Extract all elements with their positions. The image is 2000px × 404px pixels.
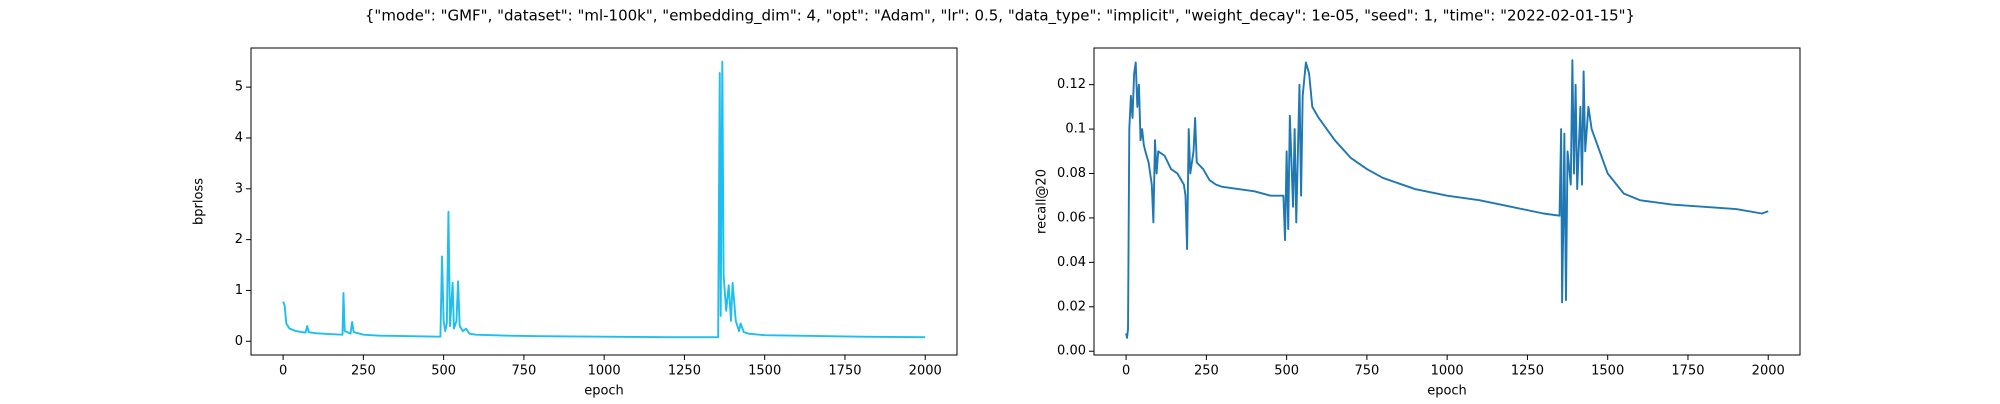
x-axis-label: epoch <box>1427 384 1467 399</box>
x-tick-label: 1000 <box>588 364 621 379</box>
y-tick-label: 0.04 <box>1057 255 1086 270</box>
y-axis-label: recall@20 <box>1035 169 1050 234</box>
x-tick-label: 0 <box>279 364 287 379</box>
figure-title: {"mode": "GMF", "dataset": "ml-100k", "e… <box>365 7 1635 26</box>
x-tick-label: 750 <box>511 364 536 379</box>
x-tick-label: 500 <box>431 364 456 379</box>
y-tick-label: 0.02 <box>1057 299 1086 314</box>
x-tick-label: 500 <box>1274 364 1299 379</box>
x-tick-label: 1750 <box>828 364 861 379</box>
x-tick-label: 250 <box>351 364 376 379</box>
x-tick-label: 1750 <box>1671 364 1704 379</box>
y-tick-label: 0.12 <box>1057 77 1086 92</box>
x-tick-label: 1000 <box>1431 364 1464 379</box>
y-tick-label: 0.08 <box>1057 166 1086 181</box>
x-tick-label: 250 <box>1194 364 1219 379</box>
axes-frame <box>250 47 958 356</box>
x-tick-label: 2000 <box>1752 364 1785 379</box>
y-tick-label: 3 <box>235 181 243 196</box>
data-line <box>1125 59 1769 339</box>
x-tick-label: 1500 <box>748 364 781 379</box>
x-tick-label: 1500 <box>1591 364 1624 379</box>
y-tick-label: 5 <box>235 80 243 95</box>
y-tick-label: 0.1 <box>1065 122 1086 137</box>
y-axis-label: bprloss <box>192 178 207 225</box>
x-axis-label: epoch <box>584 384 624 399</box>
y-tick-label: 0.06 <box>1057 210 1086 225</box>
x-tick-label: 2000 <box>909 364 942 379</box>
x-tick-label: 0 <box>1122 364 1130 379</box>
x-tick-label: 1250 <box>668 364 701 379</box>
axes-frame <box>1093 47 1801 356</box>
y-tick-label: 4 <box>235 130 243 145</box>
x-tick-label: 750 <box>1354 364 1379 379</box>
y-tick-label: 1 <box>235 283 243 298</box>
y-tick-label: 0 <box>235 334 243 349</box>
data-line <box>282 60 926 339</box>
x-tick-label: 1250 <box>1511 364 1544 379</box>
y-tick-label: 0.00 <box>1057 344 1086 359</box>
y-tick-label: 2 <box>235 232 243 247</box>
